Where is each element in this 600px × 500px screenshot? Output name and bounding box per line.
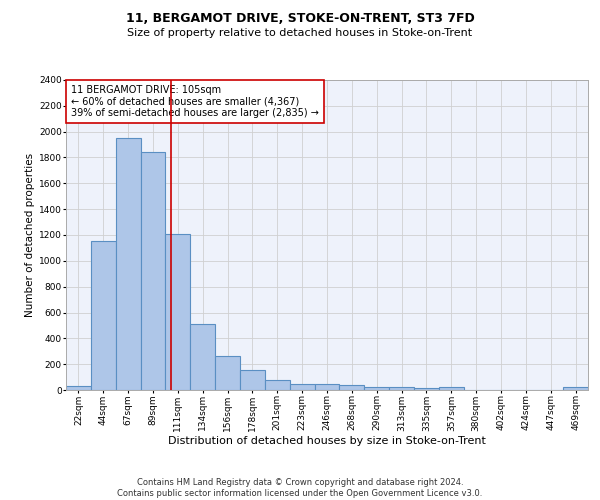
Text: Size of property relative to detached houses in Stoke-on-Trent: Size of property relative to detached ho… [127,28,473,38]
Y-axis label: Number of detached properties: Number of detached properties [25,153,35,317]
Text: 11, BERGAMOT DRIVE, STOKE-ON-TRENT, ST3 7FD: 11, BERGAMOT DRIVE, STOKE-ON-TRENT, ST3 … [125,12,475,26]
Bar [290,384,314,390]
Bar [265,380,290,390]
Bar [414,388,439,390]
Bar [190,324,215,390]
Text: 11 BERGAMOT DRIVE: 105sqm
← 60% of detached houses are smaller (4,367)
39% of se: 11 BERGAMOT DRIVE: 105sqm ← 60% of detac… [71,84,319,118]
Bar [439,388,464,390]
Bar [563,388,588,390]
Bar [240,370,265,390]
X-axis label: Distribution of detached houses by size in Stoke-on-Trent: Distribution of detached houses by size … [168,436,486,446]
Bar [166,234,190,390]
Bar [91,242,116,390]
Bar [116,138,140,390]
Bar [314,384,340,390]
Bar [364,387,389,390]
Bar [389,388,414,390]
Text: Contains HM Land Registry data © Crown copyright and database right 2024.
Contai: Contains HM Land Registry data © Crown c… [118,478,482,498]
Bar [215,356,240,390]
Bar [140,152,166,390]
Bar [340,385,364,390]
Bar [66,386,91,390]
